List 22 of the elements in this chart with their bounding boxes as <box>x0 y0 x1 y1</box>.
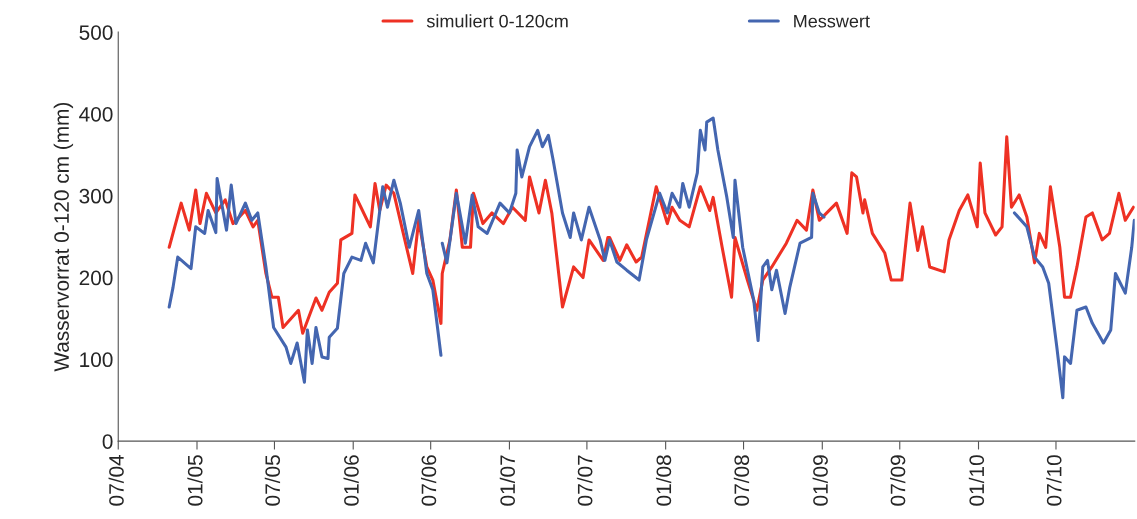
x-tick-label: 07/09 <box>890 455 906 506</box>
legend-label: simuliert 0-120cm <box>426 14 568 28</box>
legend-label: Messwert <box>794 14 870 28</box>
x-tick-label: 07/10 <box>1046 455 1062 506</box>
y-tick-label: 400 <box>79 106 113 122</box>
x-tick-label: 01/06 <box>343 455 359 506</box>
x-tick-label: 07/04 <box>108 454 124 506</box>
x-tick-label: 01/09 <box>812 455 828 506</box>
x-tick-label: 01/05 <box>187 455 203 506</box>
y-tick-label: 0 <box>102 434 113 449</box>
x-tick-label: 01/10 <box>968 455 985 506</box>
y-tick-label: 100 <box>80 352 113 368</box>
x-tick-label: 07/08 <box>733 455 750 506</box>
x-tick-label: 07/07 <box>577 455 593 506</box>
x-tick-label: 01/08 <box>655 455 672 506</box>
y-tick-label: 200 <box>79 270 113 286</box>
y-axis-title: Wasservorrat 0-120 cm (mm) <box>53 102 74 372</box>
x-tick-label: 01/07 <box>499 455 516 506</box>
x-tick-label: 07/05 <box>264 455 281 506</box>
y-tick-label: 300 <box>79 188 113 204</box>
y-tick-label: 500 <box>79 25 113 40</box>
x-tick-label: 07/06 <box>420 455 437 506</box>
